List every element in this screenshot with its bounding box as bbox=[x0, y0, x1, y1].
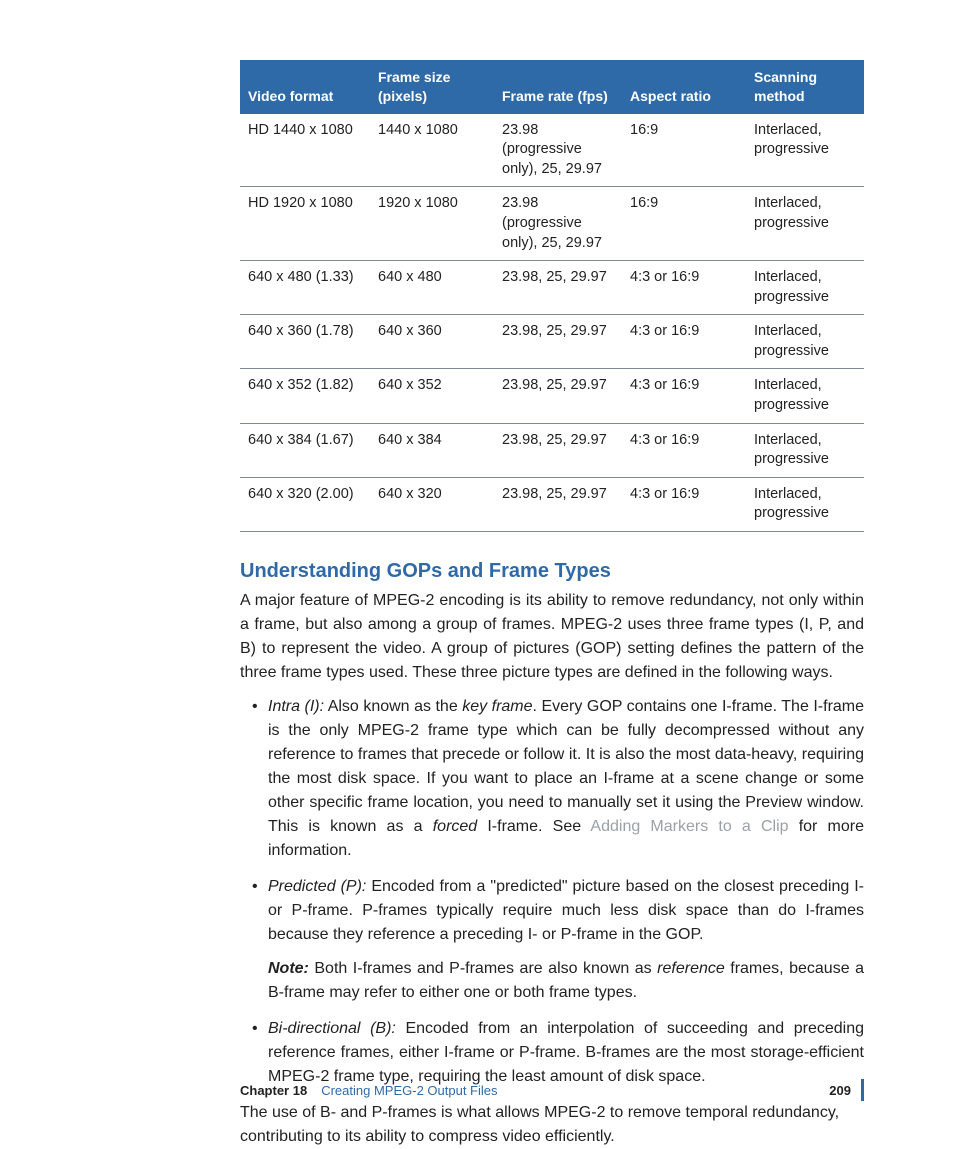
note-pre: Both I-frames and P-frames are also know… bbox=[309, 960, 657, 977]
table-row: HD 1920 x 10801920 x 108023.98 (progress… bbox=[240, 187, 864, 261]
footer-title: Creating MPEG-2 Output Files bbox=[321, 1083, 497, 1098]
table-cell: HD 1440 x 1080 bbox=[240, 114, 370, 187]
table-row: 640 x 352 (1.82)640 x 35223.98, 25, 29.9… bbox=[240, 369, 864, 423]
table-cell: Interlaced, progressive bbox=[746, 261, 864, 315]
table-cell: Interlaced, progressive bbox=[746, 477, 864, 531]
table-cell: 23.98, 25, 29.97 bbox=[494, 477, 622, 531]
table-cell: HD 1920 x 1080 bbox=[240, 187, 370, 261]
col-header-frame-rate: Frame rate (fps) bbox=[494, 60, 622, 114]
table-cell: 23.98 (progressive only), 25, 29.97 bbox=[494, 114, 622, 187]
table-cell: 640 x 384 (1.67) bbox=[240, 423, 370, 477]
table-cell: 640 x 320 bbox=[370, 477, 494, 531]
video-format-table: Video format Frame size (pixels) Frame r… bbox=[240, 60, 864, 532]
footer-page-number: 209 bbox=[829, 1083, 851, 1098]
footer-chapter: Chapter 18 bbox=[240, 1083, 307, 1098]
table-cell: 23.98, 25, 29.97 bbox=[494, 369, 622, 423]
table-cell: Interlaced, progressive bbox=[746, 315, 864, 369]
table-body: HD 1440 x 10801440 x 108023.98 (progress… bbox=[240, 114, 864, 532]
predicted-label: Predicted (P): bbox=[268, 878, 366, 895]
closing-paragraph: The use of B- and P-frames is what allow… bbox=[240, 1101, 864, 1149]
list-item-predicted: Predicted (P): Encoded from a "predicted… bbox=[240, 875, 864, 1005]
table-row: 640 x 320 (2.00)640 x 32023.98, 25, 29.9… bbox=[240, 477, 864, 531]
predicted-note: Note: Both I-frames and P-frames are als… bbox=[268, 957, 864, 1005]
table-cell: 640 x 360 (1.78) bbox=[240, 315, 370, 369]
table-cell: 23.98, 25, 29.97 bbox=[494, 315, 622, 369]
table-cell: 640 x 352 (1.82) bbox=[240, 369, 370, 423]
table-cell: 640 x 480 bbox=[370, 261, 494, 315]
intra-forced: forced bbox=[433, 818, 477, 835]
table-row: 640 x 480 (1.33)640 x 48023.98, 25, 29.9… bbox=[240, 261, 864, 315]
page: Video format Frame size (pixels) Frame r… bbox=[0, 0, 954, 1145]
table-cell: 16:9 bbox=[622, 187, 746, 261]
table-cell: 640 x 320 (2.00) bbox=[240, 477, 370, 531]
table-cell: 640 x 480 (1.33) bbox=[240, 261, 370, 315]
table-cell: 4:3 or 16:9 bbox=[622, 477, 746, 531]
table-cell: 16:9 bbox=[622, 114, 746, 187]
section-intro: A major feature of MPEG-2 encoding is it… bbox=[240, 589, 864, 685]
table-row: HD 1440 x 10801440 x 108023.98 (progress… bbox=[240, 114, 864, 187]
col-header-aspect-ratio: Aspect ratio bbox=[622, 60, 746, 114]
col-header-frame-size: Frame size (pixels) bbox=[370, 60, 494, 114]
note-label: Note: bbox=[268, 960, 309, 977]
col-header-video-format: Video format bbox=[240, 60, 370, 114]
table-cell: Interlaced, progressive bbox=[746, 114, 864, 187]
table-cell: 640 x 360 bbox=[370, 315, 494, 369]
list-item-bidir: Bi-directional (B): Encoded from an inte… bbox=[240, 1017, 864, 1089]
col-header-scanning-method: Scanning method bbox=[746, 60, 864, 114]
table-cell: 23.98, 25, 29.97 bbox=[494, 423, 622, 477]
table-cell: Interlaced, progressive bbox=[746, 187, 864, 261]
table-cell: 23.98 (progressive only), 25, 29.97 bbox=[494, 187, 622, 261]
table-cell: Interlaced, progressive bbox=[746, 423, 864, 477]
intra-aft: I-frame. See bbox=[477, 818, 590, 835]
intra-link[interactable]: Adding Markers to a Clip bbox=[590, 818, 788, 835]
page-footer: Chapter 18 Creating MPEG-2 Output Files … bbox=[240, 1079, 864, 1101]
table-row: 640 x 384 (1.67)640 x 38423.98, 25, 29.9… bbox=[240, 423, 864, 477]
section-heading: Understanding GOPs and Frame Types bbox=[240, 560, 864, 583]
intra-pre: Also known as the bbox=[324, 698, 462, 715]
table-cell: 4:3 or 16:9 bbox=[622, 369, 746, 423]
table-cell: 1920 x 1080 bbox=[370, 187, 494, 261]
intra-mid: . Every GOP contains one I-frame. The I-… bbox=[268, 698, 864, 835]
bidir-label: Bi-directional (B): bbox=[268, 1020, 396, 1037]
table-cell: 23.98, 25, 29.97 bbox=[494, 261, 622, 315]
table-header-row: Video format Frame size (pixels) Frame r… bbox=[240, 60, 864, 114]
table-cell: 4:3 or 16:9 bbox=[622, 423, 746, 477]
table-cell: 640 x 352 bbox=[370, 369, 494, 423]
note-ref: reference bbox=[657, 960, 725, 977]
frame-types-list: Intra (I): Also known as the key frame. … bbox=[240, 695, 864, 1089]
intra-label: Intra (I): bbox=[268, 698, 324, 715]
table-cell: Interlaced, progressive bbox=[746, 369, 864, 423]
list-item-intra: Intra (I): Also known as the key frame. … bbox=[240, 695, 864, 863]
table-cell: 4:3 or 16:9 bbox=[622, 261, 746, 315]
intra-keyframe: key frame bbox=[462, 698, 532, 715]
table-row: 640 x 360 (1.78)640 x 36023.98, 25, 29.9… bbox=[240, 315, 864, 369]
table-cell: 640 x 384 bbox=[370, 423, 494, 477]
table-cell: 4:3 or 16:9 bbox=[622, 315, 746, 369]
table-cell: 1440 x 1080 bbox=[370, 114, 494, 187]
